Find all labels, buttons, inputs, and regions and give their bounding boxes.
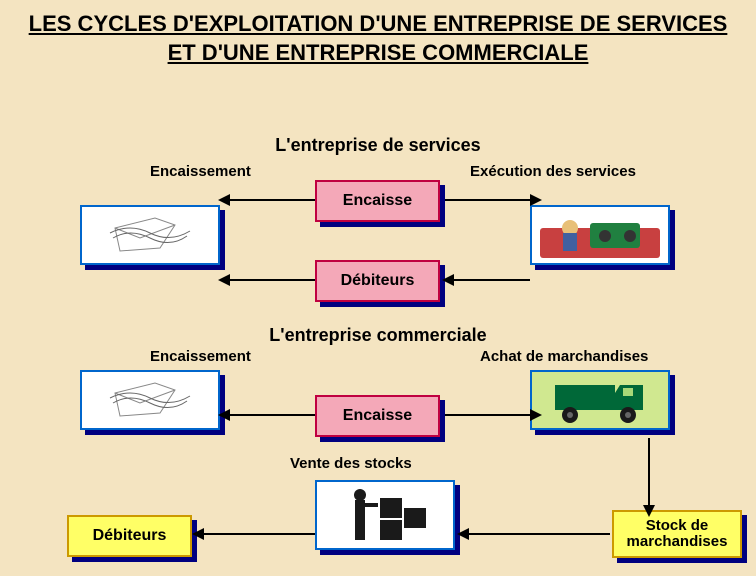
arrow-head [218, 194, 230, 206]
arrow-head [442, 274, 454, 286]
commerciale-mail-image [80, 370, 220, 430]
commerciale-stock-box: Stock de marchandises [612, 510, 742, 558]
arrow-head-down [643, 505, 655, 517]
services-execution-label: Exécution des services [470, 163, 636, 180]
arrow [228, 279, 315, 281]
arrow-vertical [648, 438, 650, 508]
arrow-head [218, 409, 230, 421]
arrow-head [218, 274, 230, 286]
worker-boxes-icon [320, 483, 450, 548]
commerciale-truck-image [530, 370, 670, 430]
commerciale-debiteurs-box: Débiteurs [67, 515, 192, 557]
arrow-head [457, 528, 469, 540]
truck-icon [540, 375, 660, 425]
arrow-head [192, 528, 204, 540]
arrow [445, 414, 530, 416]
services-mechanic-image [530, 205, 670, 265]
services-debiteurs-box: Débiteurs [315, 260, 440, 302]
arrow [228, 199, 315, 201]
commerciale-achat-label: Achat de marchandises [480, 348, 648, 365]
commerciale-encaissement-label: Encaissement [150, 348, 251, 365]
arrow [200, 533, 315, 535]
commerciale-vente-label: Vente des stocks [290, 455, 412, 472]
mechanic-icon [535, 208, 665, 263]
commerciale-encaisse-box: Encaisse [315, 395, 440, 437]
services-encaissement-label: Encaissement [150, 163, 251, 180]
commerciale-worker-image [315, 480, 455, 550]
services-encaisse-box: Encaisse [315, 180, 440, 222]
arrow [445, 199, 530, 201]
commerciale-heading: L'entreprise commerciale [0, 325, 756, 346]
services-heading: L'entreprise de services [0, 135, 756, 156]
arrow-head [530, 194, 542, 206]
services-mail-image [80, 205, 220, 265]
envelope-icon [105, 378, 195, 423]
arrow [228, 414, 315, 416]
arrow [445, 279, 530, 281]
envelope-icon [105, 213, 195, 258]
arrow-head [530, 409, 542, 421]
arrow [460, 533, 610, 535]
page-title: LES CYCLES D'EXPLOITATION D'UNE ENTREPRI… [0, 0, 756, 67]
